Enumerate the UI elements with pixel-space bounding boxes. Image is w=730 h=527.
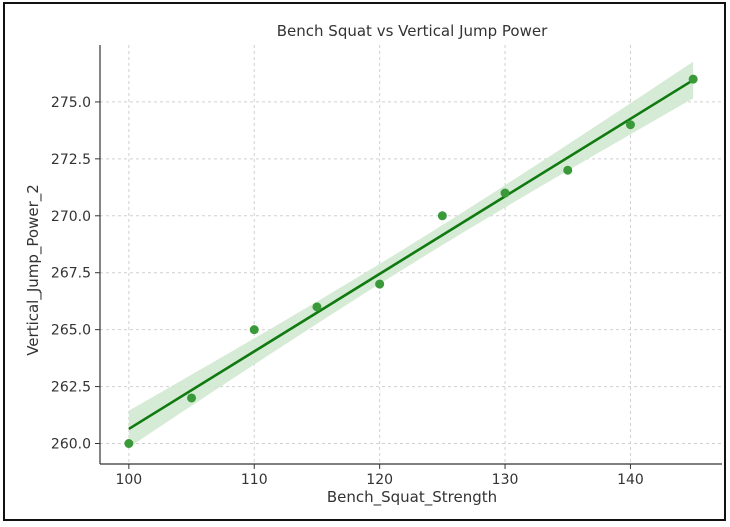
data-point xyxy=(124,439,134,449)
data-points xyxy=(124,74,698,449)
data-point xyxy=(249,325,259,335)
regression-line-path xyxy=(128,78,694,431)
data-point xyxy=(437,211,447,221)
y-tick-label: 262.5 xyxy=(51,380,91,396)
x-tick-label: 140 xyxy=(617,472,644,488)
x-tick-label: 110 xyxy=(241,472,268,488)
y-tick-label: 265.0 xyxy=(51,323,91,339)
x-tick-label: 100 xyxy=(115,472,142,488)
data-point xyxy=(688,74,698,84)
x-axis-label: Bench_Squat_Strength xyxy=(327,488,497,507)
image-border xyxy=(3,2,726,521)
data-point xyxy=(187,393,197,403)
x-tick-label: 120 xyxy=(366,472,393,488)
data-point xyxy=(500,188,510,198)
x-tick-label: 130 xyxy=(492,472,519,488)
grid xyxy=(100,45,722,464)
y-axis-label: Vertical_Jump_Power_2 xyxy=(24,184,43,356)
y-tick-label: 275.0 xyxy=(51,95,91,111)
regression-line xyxy=(128,78,694,431)
data-point xyxy=(625,120,635,130)
y-tick-label: 272.5 xyxy=(51,152,91,168)
y-tick-label: 267.5 xyxy=(51,266,91,282)
data-point xyxy=(563,165,573,175)
axes: 100 110 120 130 140 260.0 262.5 265.0 267.5 270.0… xyxy=(51,45,722,488)
data-point xyxy=(375,279,385,289)
y-tick-label: 260.0 xyxy=(51,437,91,453)
data-point xyxy=(312,302,322,312)
chart-title: Bench Squat vs Vertical Jump Power xyxy=(277,22,548,40)
y-tick-label: 270.0 xyxy=(51,209,91,225)
